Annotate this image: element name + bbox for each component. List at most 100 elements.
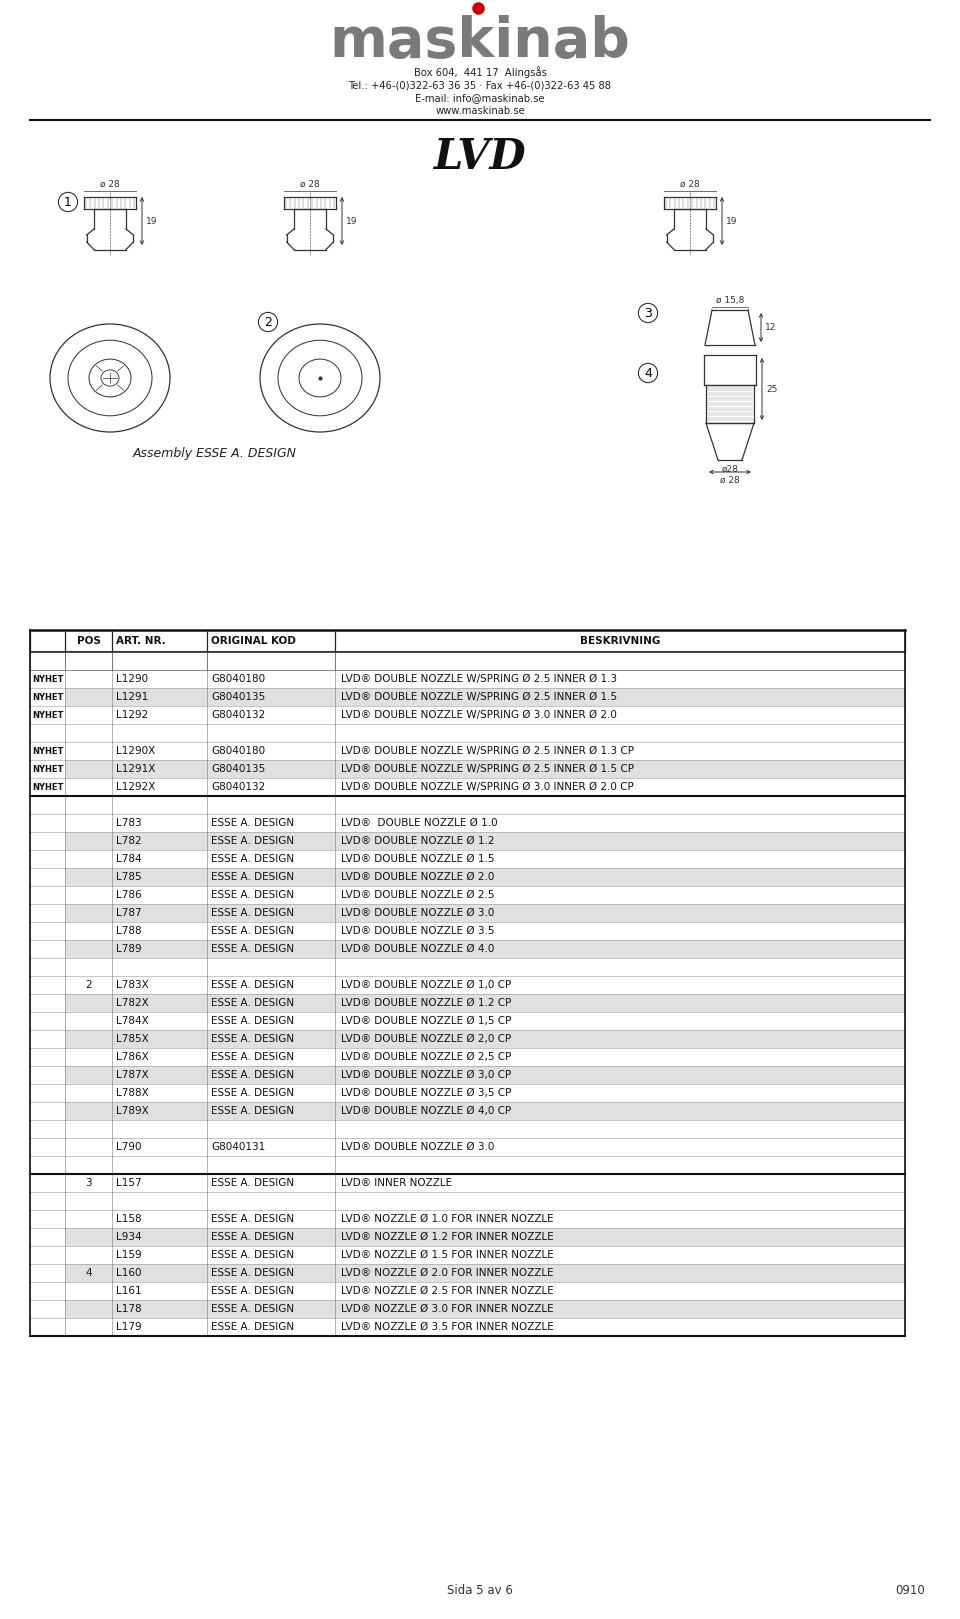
Text: L1292: L1292 (116, 711, 148, 720)
Text: L784: L784 (116, 853, 142, 865)
Text: ESSE A. DESIGN: ESSE A. DESIGN (211, 818, 294, 827)
Text: L160: L160 (116, 1268, 141, 1277)
Text: LVD® NOZZLE Ø 3.0 FOR INNER NOZZLE: LVD® NOZZLE Ø 3.0 FOR INNER NOZZLE (341, 1303, 554, 1315)
Text: L161: L161 (116, 1285, 142, 1295)
Text: LVD® DOUBLE NOZZLE W/SPRING Ø 2.5 INNER Ø 1.5 CP: LVD® DOUBLE NOZZLE W/SPRING Ø 2.5 INNER … (341, 764, 634, 774)
Text: 1: 1 (64, 196, 72, 209)
Text: L157: L157 (116, 1179, 142, 1188)
Text: 19: 19 (346, 217, 357, 225)
Text: Tel.: +46-(0)322-63 36 35 · Fax +46-(0)322-63 45 88: Tel.: +46-(0)322-63 36 35 · Fax +46-(0)3… (348, 79, 612, 91)
Text: 12: 12 (765, 324, 777, 332)
Text: ESSE A. DESIGN: ESSE A. DESIGN (211, 1268, 294, 1277)
Text: G8040131: G8040131 (211, 1141, 265, 1153)
Text: LVD® INNER NOZZLE: LVD® INNER NOZZLE (341, 1179, 452, 1188)
Text: 0910: 0910 (896, 1583, 925, 1596)
Text: Box 604,  441 17  Alingsås: Box 604, 441 17 Alingsås (414, 66, 546, 78)
Text: ESSE A. DESIGN: ESSE A. DESIGN (211, 1035, 294, 1044)
Text: LVD® DOUBLE NOZZLE W/SPRING Ø 2.5 INNER Ø 1.5: LVD® DOUBLE NOZZLE W/SPRING Ø 2.5 INNER … (341, 691, 617, 703)
Bar (65, 1065, 905, 1085)
Text: L782X: L782X (116, 997, 149, 1009)
Text: 3: 3 (644, 306, 652, 319)
Text: LVD® NOZZLE Ø 1.2 FOR INNER NOZZLE: LVD® NOZZLE Ø 1.2 FOR INNER NOZZLE (341, 1232, 554, 1242)
Text: NYHET: NYHET (32, 711, 63, 719)
Text: NYHET: NYHET (32, 675, 63, 683)
Bar (65, 1300, 905, 1318)
Text: L785X: L785X (116, 1035, 149, 1044)
Text: ESSE A. DESIGN: ESSE A. DESIGN (211, 1214, 294, 1224)
Text: 4: 4 (644, 366, 652, 379)
Text: L1290X: L1290X (116, 746, 156, 756)
Text: ø 15,8: ø 15,8 (716, 296, 744, 304)
Text: LVD® NOZZLE Ø 1.0 FOR INNER NOZZLE: LVD® NOZZLE Ø 1.0 FOR INNER NOZZLE (341, 1214, 554, 1224)
Text: ESSE A. DESIGN: ESSE A. DESIGN (211, 908, 294, 918)
Text: 19: 19 (726, 217, 737, 225)
Bar (65, 1227, 905, 1247)
Text: ESSE A. DESIGN: ESSE A. DESIGN (211, 1303, 294, 1315)
Text: L1291: L1291 (116, 691, 148, 703)
Text: LVD®  DOUBLE NOZZLE Ø 1.0: LVD® DOUBLE NOZZLE Ø 1.0 (341, 818, 497, 827)
Text: LVD® DOUBLE NOZZLE Ø 3.0: LVD® DOUBLE NOZZLE Ø 3.0 (341, 1141, 494, 1153)
Text: POS: POS (77, 636, 101, 646)
Text: ESSE A. DESIGN: ESSE A. DESIGN (211, 853, 294, 865)
Text: L786: L786 (116, 890, 142, 900)
Text: G8040132: G8040132 (211, 711, 265, 720)
Text: 25: 25 (766, 384, 778, 393)
Text: LVD® DOUBLE NOZZLE Ø 3.0: LVD® DOUBLE NOZZLE Ø 3.0 (341, 908, 494, 918)
Text: ESSE A. DESIGN: ESSE A. DESIGN (211, 979, 294, 989)
Text: L787X: L787X (116, 1070, 149, 1080)
Text: G8040180: G8040180 (211, 674, 265, 683)
Text: ø 28: ø 28 (300, 180, 320, 189)
Text: LVD® DOUBLE NOZZLE W/SPRING Ø 2.5 INNER Ø 1.3 CP: LVD® DOUBLE NOZZLE W/SPRING Ø 2.5 INNER … (341, 746, 634, 756)
Text: L790: L790 (116, 1141, 141, 1153)
Text: ESSE A. DESIGN: ESSE A. DESIGN (211, 1052, 294, 1062)
Text: ORIGINAL KOD: ORIGINAL KOD (211, 636, 296, 646)
Text: www.maskinab.se: www.maskinab.se (435, 105, 525, 117)
Text: LVD® NOZZLE Ø 2.0 FOR INNER NOZZLE: LVD® NOZZLE Ø 2.0 FOR INNER NOZZLE (341, 1268, 554, 1277)
Text: ESSE A. DESIGN: ESSE A. DESIGN (211, 1250, 294, 1260)
Text: LVD® DOUBLE NOZZLE Ø 1.2 CP: LVD® DOUBLE NOZZLE Ø 1.2 CP (341, 997, 512, 1009)
Bar (65, 994, 905, 1012)
Bar (65, 1103, 905, 1120)
Text: LVD® NOZZLE Ø 2.5 FOR INNER NOZZLE: LVD® NOZZLE Ø 2.5 FOR INNER NOZZLE (341, 1285, 554, 1295)
Text: E-mail: info@maskinab.se: E-mail: info@maskinab.se (415, 92, 545, 104)
Text: LVD® DOUBLE NOZZLE Ø 3,5 CP: LVD® DOUBLE NOZZLE Ø 3,5 CP (341, 1088, 512, 1098)
Text: Assembly ESSE A. DESIGN: Assembly ESSE A. DESIGN (133, 447, 297, 460)
Bar (65, 1264, 905, 1282)
Text: LVD® DOUBLE NOZZLE Ø 1.2: LVD® DOUBLE NOZZLE Ø 1.2 (341, 835, 494, 847)
Text: ø 28: ø 28 (720, 476, 740, 486)
Text: ESSE A. DESIGN: ESSE A. DESIGN (211, 1323, 294, 1332)
Text: ESSE A. DESIGN: ESSE A. DESIGN (211, 1285, 294, 1295)
Text: LVD® DOUBLE NOZZLE Ø 4,0 CP: LVD® DOUBLE NOZZLE Ø 4,0 CP (341, 1106, 512, 1115)
Text: G8040180: G8040180 (211, 746, 265, 756)
Text: LVD® DOUBLE NOZZLE Ø 4.0: LVD® DOUBLE NOZZLE Ø 4.0 (341, 944, 494, 954)
Text: L788: L788 (116, 926, 142, 936)
Text: L789X: L789X (116, 1106, 149, 1115)
Text: L783X: L783X (116, 979, 149, 989)
Text: LVD® DOUBLE NOZZLE Ø 3.5: LVD® DOUBLE NOZZLE Ø 3.5 (341, 926, 494, 936)
Text: ESSE A. DESIGN: ESSE A. DESIGN (211, 926, 294, 936)
Text: L178: L178 (116, 1303, 142, 1315)
Bar (65, 688, 905, 706)
Bar (65, 1030, 905, 1047)
Text: L786X: L786X (116, 1052, 149, 1062)
Bar (65, 759, 905, 779)
Text: L788X: L788X (116, 1088, 149, 1098)
Text: LVD® DOUBLE NOZZLE Ø 1.5: LVD® DOUBLE NOZZLE Ø 1.5 (341, 853, 494, 865)
Bar (65, 832, 905, 850)
Text: L783: L783 (116, 818, 142, 827)
Text: L789: L789 (116, 944, 142, 954)
Bar (65, 868, 905, 886)
Bar (65, 941, 905, 958)
Text: ESSE A. DESIGN: ESSE A. DESIGN (211, 890, 294, 900)
Text: 2: 2 (85, 979, 92, 989)
Text: LVD® DOUBLE NOZZLE W/SPRING Ø 3.0 INNER Ø 2.0 CP: LVD® DOUBLE NOZZLE W/SPRING Ø 3.0 INNER … (341, 782, 634, 792)
Text: ESSE A. DESIGN: ESSE A. DESIGN (211, 1088, 294, 1098)
Text: 19: 19 (146, 217, 157, 225)
Text: LVD® DOUBLE NOZZLE Ø 2,0 CP: LVD® DOUBLE NOZZLE Ø 2,0 CP (341, 1035, 512, 1044)
Text: LVD® DOUBLE NOZZLE W/SPRING Ø 2.5 INNER Ø 1.3: LVD® DOUBLE NOZZLE W/SPRING Ø 2.5 INNER … (341, 674, 617, 683)
Text: ESSE A. DESIGN: ESSE A. DESIGN (211, 873, 294, 882)
Text: L784X: L784X (116, 1017, 149, 1026)
Text: NYHET: NYHET (32, 764, 63, 774)
Bar (65, 903, 905, 921)
Text: NYHET: NYHET (32, 782, 63, 792)
